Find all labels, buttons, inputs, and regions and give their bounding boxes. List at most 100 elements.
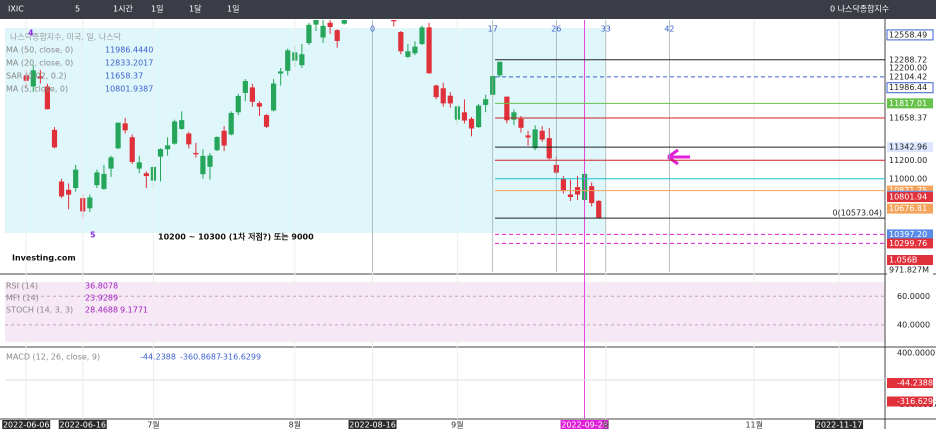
rsi-legend-name: STOCH (14, 3, 3) (6, 306, 73, 315)
rsi-legend-value: 36.8078 (85, 282, 118, 291)
y-tick-label: 10801.94 (889, 193, 927, 202)
candle-body (299, 54, 305, 66)
candle-body (461, 112, 468, 121)
rsi-tick-label: 40.0000 (897, 320, 930, 329)
toolbar-item[interactable]: 1일 (151, 5, 163, 14)
x-tick-label: 2022-08-16 (349, 421, 396, 430)
candle-body (426, 27, 432, 74)
candle-body (412, 46, 418, 54)
time-zone-label: 17 (488, 25, 498, 34)
candle-body (483, 99, 489, 105)
y-tick-box (887, 229, 933, 240)
chart-title: 나스닥종합지수, 미국, 일, 나스닥 (10, 32, 122, 42)
candle-body (532, 129, 538, 149)
volume-box (887, 265, 933, 275)
candle-body (433, 85, 439, 98)
macd-legend-value: -360.8687 (180, 353, 221, 362)
candle-body (440, 88, 446, 104)
toolbar-item[interactable]: 5 (75, 5, 80, 14)
indicator-name: MA (50, close, 0) (6, 46, 73, 55)
candle-body (228, 112, 234, 135)
candle-body (172, 121, 178, 144)
y-tick-box (887, 203, 933, 214)
indicator-value: 11658.37 (105, 72, 143, 81)
toolbar-item[interactable]: 1일 (227, 5, 239, 14)
candle-body (51, 129, 58, 148)
rsi-legend-value: 9.1771 (120, 306, 148, 315)
toolbar-item[interactable]: 1달 (189, 5, 202, 14)
candle-body (447, 95, 453, 104)
candle-body (270, 83, 277, 111)
candle-body (186, 133, 192, 145)
candle-body (468, 118, 475, 129)
y-tick-label: 12104.42 (889, 72, 927, 81)
candle-body (207, 155, 213, 167)
candle-body (249, 87, 255, 102)
candle-body (129, 137, 135, 162)
volume-label: 971.827M (889, 266, 929, 275)
candle-body (157, 149, 164, 157)
candle-body (179, 120, 185, 129)
indicator-name: SAR (0.02, 0.2) (6, 72, 67, 81)
candle-body (327, 22, 333, 28)
y-tick-box (887, 142, 933, 153)
candle-body (37, 76, 43, 79)
macd-legend-value: -44.2388 (140, 353, 176, 362)
time-zone-label: 26 (551, 25, 561, 34)
y-tick-box (886, 29, 934, 41)
y-tick-box (887, 238, 933, 249)
indicator-value: 12833.2017 (105, 59, 153, 68)
symbol[interactable]: IXIC (8, 5, 24, 14)
instrument[interactable]: 0 나스닥종합지수 (830, 4, 889, 14)
volume-label: 1.056B (889, 256, 917, 265)
time-zone-label: 33 (601, 25, 611, 34)
candle-body (398, 32, 404, 52)
candle-body (193, 152, 199, 155)
y-tick-box (887, 71, 933, 82)
candle-body (560, 178, 566, 191)
candle-body (66, 189, 72, 195)
y-tick-box (887, 98, 933, 109)
y-tick-label: 10871.75 (889, 186, 927, 195)
y-tick-label: 11000.00 (889, 174, 927, 183)
x-tick-box (58, 420, 107, 429)
y-tick-box (887, 63, 933, 73)
y-tick-label: 10397.20 (889, 230, 927, 239)
macd-name: MACD (12, 26, close, 9) (6, 353, 100, 362)
candle-body (108, 157, 114, 169)
annotation: 10200 ~ 10300 (1차 저점?) 또는 9000 (158, 232, 314, 242)
y-tick-box (887, 192, 933, 203)
x-tick-label: 9월 (451, 420, 463, 430)
y-tick-box (886, 82, 934, 94)
y-tick-box (887, 185, 933, 196)
y-tick-box (887, 112, 933, 123)
candle-body (313, 20, 319, 25)
y-tick-label: 11986.44 (889, 83, 927, 92)
rsi-legend-value: 23.9289 (85, 294, 118, 303)
candle-body (73, 169, 79, 188)
candle-body (306, 24, 312, 44)
rsi-zone (5, 282, 885, 342)
candle-body (475, 105, 482, 128)
macd-tick-label: 400.0000 (897, 348, 935, 357)
time-zone-label: 0 (370, 25, 375, 34)
candle-body (504, 96, 510, 121)
y-tick-label: 12200.00 (889, 64, 927, 73)
toolbar-item[interactable]: 1시간 (113, 4, 133, 14)
x-tick-label: 7월 (147, 420, 159, 430)
candle-body (511, 112, 517, 120)
candle-body (58, 181, 65, 197)
x-tick-label: 8월 (289, 420, 301, 430)
candle-body (164, 145, 171, 150)
x-tick-label: 2022-06-06 (3, 421, 50, 430)
y-tick-box (887, 173, 933, 184)
candle-body (405, 51, 411, 57)
candle-body (242, 81, 248, 93)
macd-legend-value: -316.6299 (220, 353, 261, 362)
candle-body (30, 70, 36, 87)
candle-body (518, 118, 524, 128)
candle-body (285, 50, 291, 71)
x-tick-box (560, 420, 609, 429)
x-tick-label: 2022-06-16 (60, 421, 107, 430)
x-tick-label: 2022-09-28 (561, 421, 608, 430)
